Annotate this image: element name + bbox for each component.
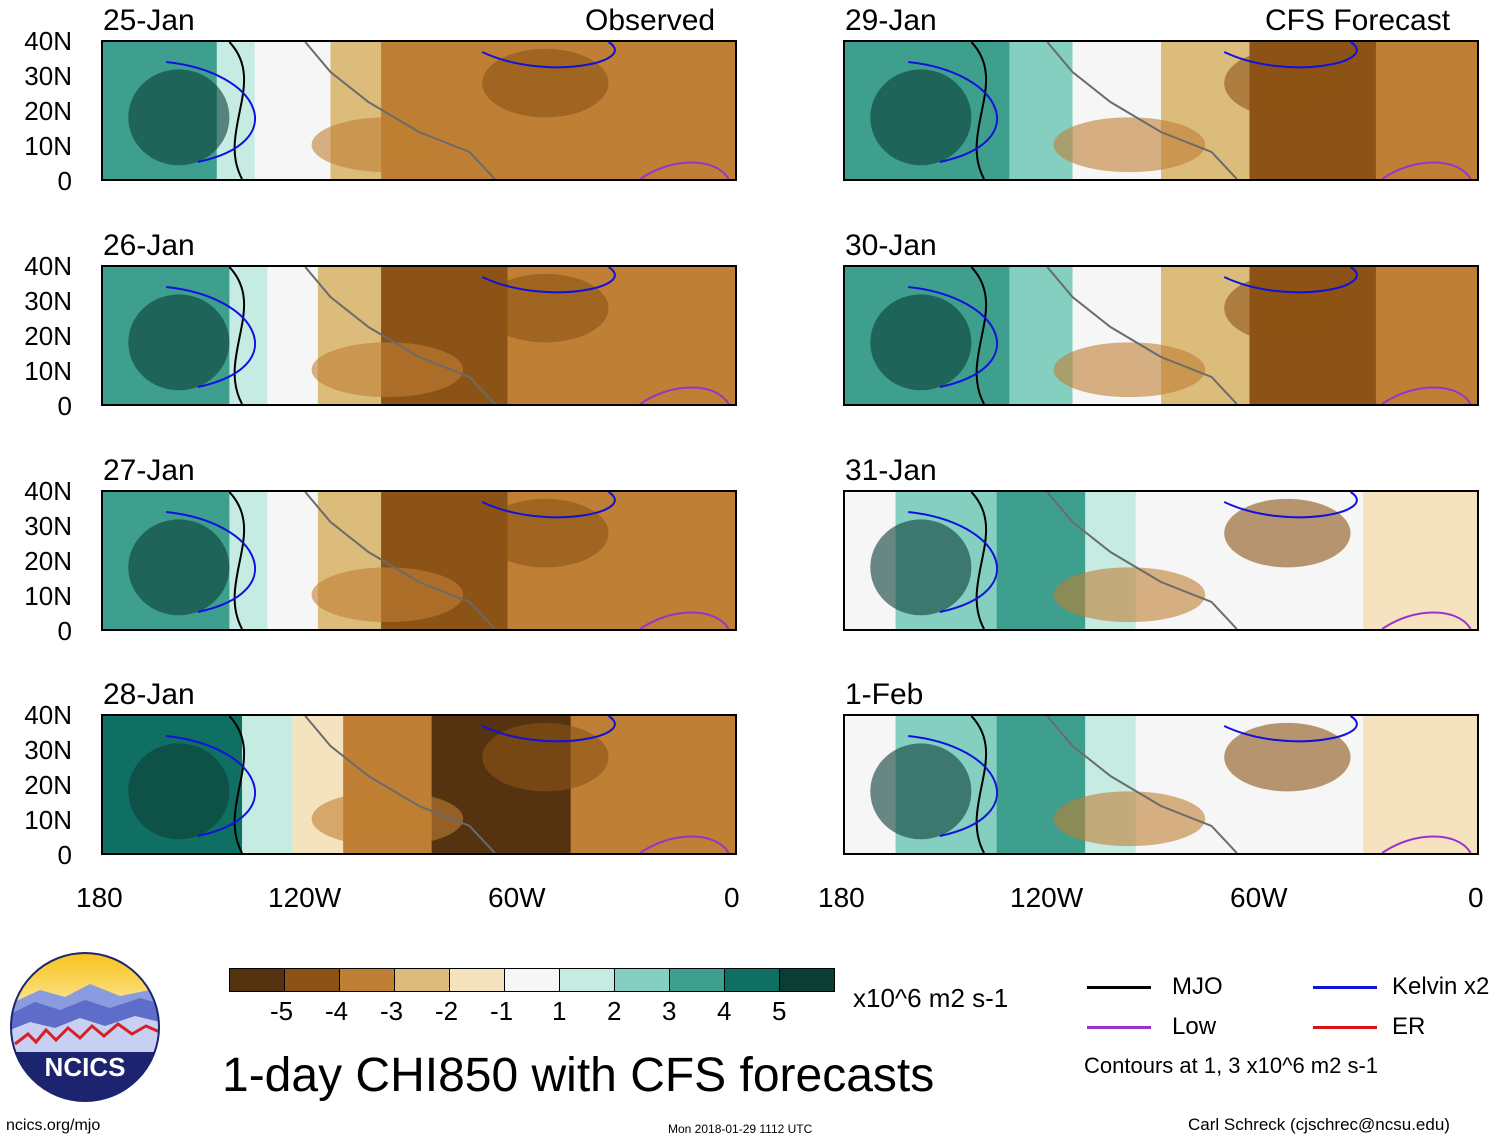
- colorbar-label: -3: [380, 996, 404, 1026]
- map-shading: [103, 42, 735, 179]
- y-label-0-row2: 0: [57, 391, 72, 421]
- y-label-40n-row2: 40N: [24, 251, 72, 281]
- colorbar-label: 1: [552, 996, 567, 1026]
- colorbar-swatch: [449, 968, 505, 992]
- y-label-40n-row3: 40N: [24, 476, 72, 506]
- y-label-10n-row1: 10N: [24, 131, 72, 161]
- y-label-20n-row1: 20N: [24, 96, 72, 126]
- y-label-30n-row2: 30N: [24, 286, 72, 316]
- x-label-60w-right: 60W: [1230, 882, 1288, 913]
- colorbar-swatch: [339, 968, 395, 992]
- map-panel-31-jan: [843, 490, 1479, 631]
- panel-date-28-jan: 28-Jan: [103, 678, 195, 711]
- colorbar-label: 3: [662, 996, 677, 1026]
- colorbar-swatch: [614, 968, 670, 992]
- footer-timestamp: Mon 2018-01-29 1112 UTC: [668, 1122, 813, 1136]
- map-shading: [103, 492, 735, 629]
- legend-mjo-label: MJO: [1172, 973, 1223, 1000]
- map-panel-28-jan: [101, 714, 737, 855]
- colorbar-label: -5: [270, 996, 294, 1026]
- colorbar-swatch: [504, 968, 560, 992]
- ncics-logo-text: NCICS: [45, 1052, 126, 1082]
- map-shading: [845, 716, 1477, 853]
- map-shading: [103, 716, 735, 853]
- legend-er-label: ER: [1392, 1013, 1426, 1040]
- map-panel-29-jan: [843, 40, 1479, 181]
- colorbar-label: 4: [717, 996, 732, 1026]
- ncics-logo: NCICS: [10, 952, 160, 1102]
- x-label-0-right: 0: [1468, 882, 1484, 913]
- colorbar-swatch: [394, 968, 450, 992]
- panel-date-26-jan: 26-Jan: [103, 229, 195, 262]
- colorbar-label: -2: [435, 996, 459, 1026]
- panel-date-27-jan: 27-Jan: [103, 454, 195, 487]
- colorbar-swatch: [724, 968, 780, 992]
- panel-date-29-jan: 29-Jan: [845, 4, 937, 37]
- map-shading: [103, 267, 735, 404]
- colorbar-label: -1: [490, 996, 514, 1026]
- y-label-30n-row1: 30N: [24, 61, 72, 91]
- footer-author: Carl Schreck (cjschrec@ncsu.edu): [1188, 1115, 1450, 1134]
- y-label-40n-row1: 40N: [24, 26, 72, 56]
- panel-date-1-feb: 1-Feb: [845, 678, 924, 711]
- legend-kelvin-label: Kelvin x2: [1392, 973, 1490, 1000]
- x-label-180-left: 180: [76, 882, 123, 913]
- colorbar-swatch: [559, 968, 615, 992]
- panel-tag-observed: Observed: [585, 4, 716, 37]
- y-label-20n-row3: 20N: [24, 546, 72, 576]
- map-panel-26-jan: [101, 265, 737, 406]
- x-label-120w-right: 120W: [1010, 882, 1084, 913]
- x-label-120w-left: 120W: [268, 882, 342, 913]
- y-label-30n-row3: 30N: [24, 511, 72, 541]
- y-label-10n-row4: 10N: [24, 805, 72, 835]
- legend-low-label: Low: [1172, 1013, 1217, 1040]
- legend-er-line: [1313, 1026, 1377, 1029]
- y-label-0-row3: 0: [57, 616, 72, 646]
- panel-date-31-jan: 31-Jan: [845, 454, 937, 487]
- colorbar-swatch: [779, 968, 835, 992]
- map-panel-27-jan: [101, 490, 737, 631]
- legend-kelvin-line: [1313, 986, 1377, 989]
- figure-title: 1-day CHI850 with CFS forecasts: [222, 1049, 935, 1102]
- panel-tag-cfs-forecast: CFS Forecast: [1265, 4, 1451, 37]
- map-panel-25-jan: [101, 40, 737, 181]
- colorbar-label: -4: [325, 996, 349, 1026]
- footer-url: ncics.org/mjo: [6, 1117, 101, 1134]
- colorbar-swatch: [284, 968, 340, 992]
- colorbar-swatch: [669, 968, 725, 992]
- map-panel-1-feb: [843, 714, 1479, 855]
- map-panel-30-jan: [843, 265, 1479, 406]
- y-label-10n-row3: 10N: [24, 581, 72, 611]
- y-label-20n-row4: 20N: [24, 770, 72, 800]
- panel-date-25-jan: 25-Jan: [103, 4, 195, 37]
- y-label-0-row4: 0: [57, 840, 72, 870]
- x-label-180-right: 180: [818, 882, 865, 913]
- legend-contours-note: Contours at 1, 3 x10^6 m2 s-1: [1084, 1053, 1379, 1078]
- x-label-0-left: 0: [724, 882, 740, 913]
- map-shading: [845, 42, 1477, 179]
- map-shading: [845, 267, 1477, 404]
- y-label-20n-row2: 20N: [24, 321, 72, 351]
- legend-low-line: [1087, 1026, 1151, 1029]
- colorbar-swatch: [229, 968, 285, 992]
- x-label-60w-left: 60W: [488, 882, 546, 913]
- y-label-10n-row2: 10N: [24, 356, 72, 386]
- panel-date-30-jan: 30-Jan: [845, 229, 937, 262]
- y-label-0-row1: 0: [57, 166, 72, 196]
- colorbar-label: 2: [607, 996, 622, 1026]
- y-label-30n-row4: 30N: [24, 735, 72, 765]
- colorbar-label: 5: [772, 996, 787, 1026]
- map-shading: [845, 492, 1477, 629]
- colorbar-units: x10^6 m2 s-1: [853, 983, 1009, 1013]
- y-label-40n-row4: 40N: [24, 700, 72, 730]
- legend-mjo-line: [1087, 986, 1151, 989]
